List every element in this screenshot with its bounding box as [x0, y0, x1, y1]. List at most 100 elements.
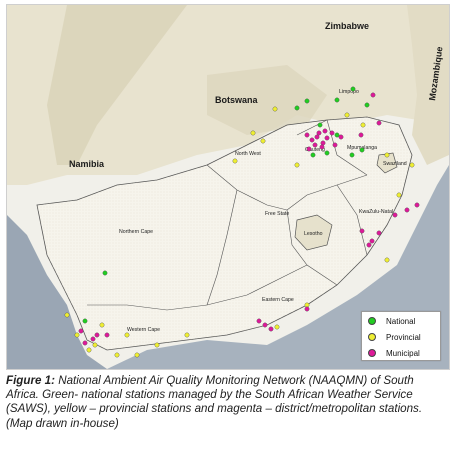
- municipal-station-marker: [324, 135, 330, 141]
- provincial-station-marker: [64, 312, 70, 318]
- legend-row-national: National: [362, 314, 440, 328]
- municipal-station-marker: [338, 134, 344, 140]
- label-namibia: Namibia: [69, 159, 105, 169]
- namibia-terrain: [47, 5, 187, 165]
- label-gauteng: Gauteng: [305, 147, 325, 153]
- national-station-marker: [82, 318, 88, 324]
- municipal-station-marker: [392, 212, 398, 218]
- national-station-marker: [364, 102, 370, 108]
- municipal-station-marker: [304, 306, 310, 312]
- municipal-station-marker: [256, 318, 262, 324]
- legend-label-provincial: Provincial: [386, 332, 421, 342]
- figure-caption: Figure 1: National Ambient Air Quality M…: [6, 374, 449, 431]
- label-western-cape: Western Cape: [127, 327, 160, 333]
- label-northern-cape: Northern Cape: [119, 229, 153, 235]
- municipal-station-marker: [319, 144, 325, 150]
- label-eastern-cape: Eastern Cape: [262, 297, 294, 303]
- municipal-station-marker: [332, 142, 338, 148]
- label-free-state: Free State: [265, 211, 289, 217]
- provincial-station-marker: [114, 352, 120, 358]
- provincial-station-marker: [74, 332, 80, 338]
- municipal-marker-icon: [368, 349, 376, 357]
- label-limpopo: Limpopo: [339, 89, 359, 95]
- terrain-texture: [37, 117, 412, 350]
- municipal-station-marker: [320, 140, 326, 146]
- municipal-station-marker: [268, 326, 274, 332]
- provincial-station-marker: [184, 332, 190, 338]
- municipal-station-marker: [309, 137, 315, 143]
- municipal-station-marker: [369, 238, 375, 244]
- national-station-marker: [334, 97, 340, 103]
- national-station-marker: [334, 132, 340, 138]
- provincial-marker-icon: [368, 333, 376, 341]
- municipal-station-marker: [414, 202, 420, 208]
- legend-label-municipal: Municipal: [386, 348, 420, 358]
- municipal-station-marker: [366, 242, 372, 248]
- label-north-west: North West: [235, 151, 261, 157]
- mozambique-land: [407, 5, 449, 165]
- municipal-station-marker: [376, 230, 382, 236]
- municipal-station-marker: [90, 336, 96, 342]
- provincial-station-marker: [304, 302, 310, 308]
- provincial-station-marker: [409, 162, 415, 168]
- provincial-station-marker: [396, 192, 402, 198]
- label-kwazulu-natal: KwaZulu-Natal: [359, 209, 393, 215]
- national-station-marker: [294, 105, 300, 111]
- national-station-marker: [350, 86, 356, 92]
- lesotho-region: [294, 214, 333, 251]
- municipal-station-marker: [376, 120, 382, 126]
- atlantic-ocean: [7, 215, 107, 369]
- provincial-station-marker: [134, 352, 140, 358]
- provincial-station-marker: [86, 347, 92, 353]
- provincial-station-marker: [384, 257, 390, 263]
- municipal-station-marker: [104, 332, 110, 338]
- provincial-station-marker: [154, 342, 160, 348]
- municipal-station-marker: [404, 207, 410, 213]
- municipal-station-marker: [312, 142, 318, 148]
- municipal-station-marker: [82, 340, 88, 346]
- provincial-station-marker: [92, 342, 98, 348]
- map-panel: Zimbabwe Botswana Namibia Mozambique Lim…: [6, 4, 450, 370]
- label-swaziland: Swaziland: [383, 161, 407, 167]
- provincial-station-marker: [384, 152, 390, 158]
- provincial-station-marker: [360, 122, 366, 128]
- municipal-station-marker: [370, 92, 376, 98]
- label-botswana: Botswana: [215, 95, 259, 105]
- legend-label-national: National: [386, 316, 416, 326]
- provincial-station-marker: [99, 322, 105, 328]
- legend-row-municipal: Municipal: [362, 346, 440, 360]
- municipal-station-marker: [322, 128, 328, 134]
- municipal-station-marker: [78, 328, 84, 334]
- swaziland-region: [376, 152, 398, 174]
- provincial-station-marker: [124, 332, 130, 338]
- provincial-station-marker: [344, 112, 350, 118]
- national-station-marker: [324, 150, 330, 156]
- label-zimbabwe: Zimbabwe: [325, 21, 369, 31]
- caption-label: Figure 1:: [6, 374, 55, 387]
- municipal-station-marker: [359, 228, 365, 234]
- label-lesotho: Lesotho: [304, 231, 323, 237]
- provincial-station-marker: [260, 138, 266, 144]
- caption-text: National Ambient Air Quality Monitoring …: [6, 374, 423, 430]
- municipal-station-marker: [358, 132, 364, 138]
- municipal-station-marker: [316, 130, 322, 136]
- provincial-station-marker: [294, 162, 300, 168]
- national-station-marker: [359, 147, 365, 153]
- national-station-marker: [317, 122, 323, 128]
- municipal-station-marker: [304, 132, 310, 138]
- provincial-station-marker: [250, 130, 256, 136]
- municipal-station-marker: [306, 146, 312, 152]
- provincial-station-marker: [274, 324, 280, 330]
- national-marker-icon: [368, 317, 376, 325]
- station-markers: [64, 86, 420, 358]
- botswana-terrain: [207, 65, 327, 135]
- municipal-station-marker: [314, 134, 320, 140]
- national-station-marker: [310, 152, 316, 158]
- national-station-marker: [102, 270, 108, 276]
- map-legend: National Provincial Municipal: [361, 311, 441, 361]
- national-station-marker: [349, 152, 355, 158]
- legend-row-provincial: Provincial: [362, 330, 440, 344]
- municipal-station-marker: [329, 130, 335, 136]
- provincial-station-marker: [232, 158, 238, 164]
- national-station-marker: [304, 98, 310, 104]
